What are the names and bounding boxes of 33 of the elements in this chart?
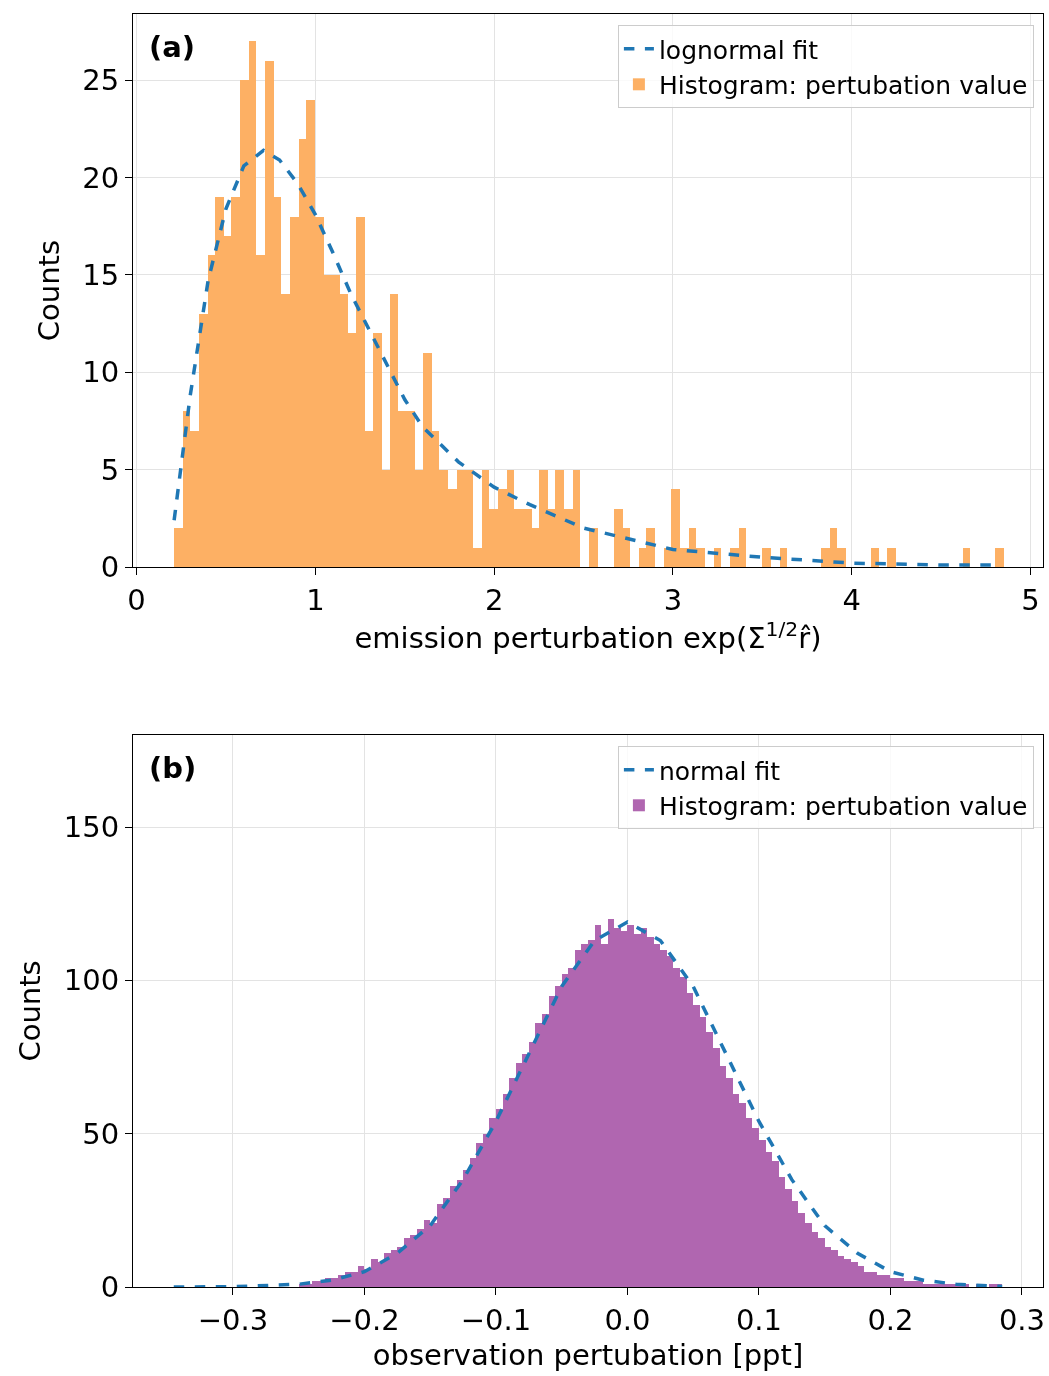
x-tick-label: 2 bbox=[484, 582, 504, 617]
y-tick-label: 50 bbox=[82, 1116, 120, 1151]
y-axis-title: Counts bbox=[31, 239, 66, 342]
x-tick-label: 0 bbox=[127, 582, 146, 617]
x-tick-label: 3 bbox=[663, 582, 683, 617]
y-tick-label: 0 bbox=[100, 1270, 120, 1305]
legend-label: lognormal fit bbox=[658, 35, 819, 65]
y-tick-label: 15 bbox=[82, 258, 120, 293]
x-tick-label: 5 bbox=[1021, 582, 1040, 617]
legend-label: Histogram: pertubation value bbox=[658, 71, 1028, 101]
y-tick-label: 150 bbox=[63, 810, 120, 845]
annotation: (a) bbox=[149, 30, 196, 64]
x-tick-label: −0.3 bbox=[197, 1302, 269, 1337]
y-tick-label: 25 bbox=[82, 63, 120, 98]
x-axis-title: emission perturbation exp(Σ$^{1/2}$r̂) bbox=[354, 616, 822, 655]
x-tick-label: 0.0 bbox=[604, 1302, 651, 1337]
y-tick-label: 100 bbox=[63, 963, 120, 998]
y-tick-label: 10 bbox=[82, 355, 120, 390]
x-tick-label: −0.2 bbox=[329, 1302, 400, 1337]
annotation: (b) bbox=[149, 751, 197, 785]
x-tick-label: −0.1 bbox=[460, 1302, 532, 1337]
legend-label: normal fit bbox=[658, 756, 781, 786]
x-tick-label: 0.2 bbox=[867, 1302, 914, 1337]
y-tick-label: 5 bbox=[100, 452, 120, 487]
y-tick-label: 0 bbox=[100, 550, 120, 585]
legend-label: Histogram: pertubation value bbox=[658, 792, 1028, 822]
x-tick-label: 4 bbox=[842, 582, 861, 617]
x-tick-label: 0.1 bbox=[735, 1302, 783, 1337]
x-tick-label: 0.3 bbox=[998, 1302, 1046, 1337]
y-axis-title: Counts bbox=[13, 960, 48, 1062]
x-tick-label: 1 bbox=[306, 582, 325, 617]
y-tick-label: 20 bbox=[82, 160, 120, 195]
x-axis-title: observation pertubation [ppt] bbox=[372, 1337, 804, 1372]
